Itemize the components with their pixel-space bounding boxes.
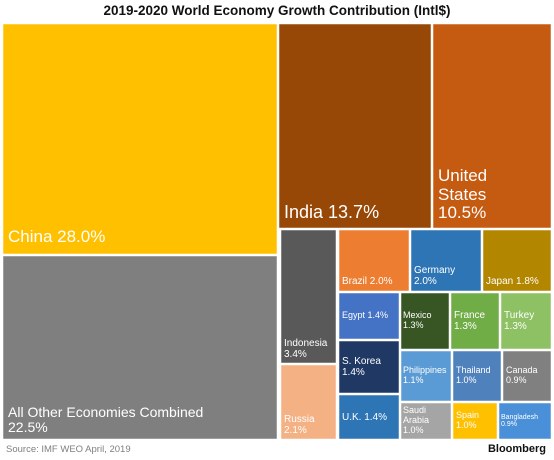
tile-other: [1, 254, 279, 441]
tile-thailand: [451, 349, 503, 403]
tile-saudi: [399, 401, 453, 441]
tile-philippines: [399, 349, 453, 403]
tile-egypt: [337, 291, 401, 341]
treemap-svg: [1, 22, 553, 441]
tile-bangladesh: [497, 401, 553, 441]
tile-germany: [409, 228, 483, 293]
tile-turkey: [499, 291, 553, 351]
brand-logo: Bloomberg: [487, 443, 546, 455]
tile-canada: [501, 349, 553, 403]
tile-france: [449, 291, 501, 351]
tile-us: [431, 22, 553, 230]
tile-indonesia: [279, 228, 338, 365]
tile-brazil: [337, 228, 411, 293]
tile-skorea: [337, 339, 401, 395]
tile-spain: [451, 401, 499, 441]
chart-title: 2019-2020 World Economy Growth Contribut…: [103, 3, 451, 18]
tile-uk: [337, 393, 401, 441]
tile-russia: [279, 363, 338, 441]
source-note: Source: IMF WEO April, 2019: [6, 444, 131, 455]
tile-china: [1, 22, 279, 256]
tile-japan: [481, 228, 553, 293]
tile-india: [277, 22, 433, 230]
tile-mexico: [399, 291, 451, 351]
